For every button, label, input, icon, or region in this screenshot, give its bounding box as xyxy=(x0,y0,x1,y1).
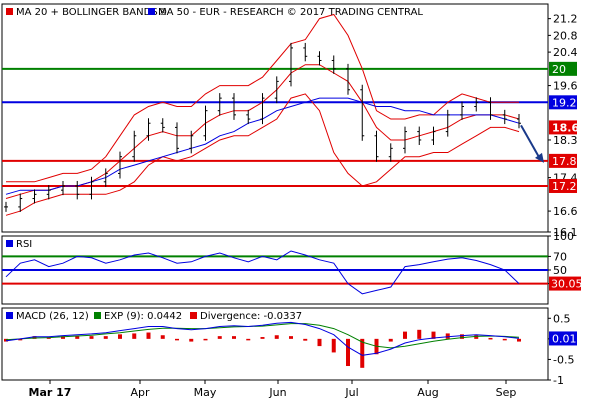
divergence-bar xyxy=(61,336,65,339)
divergence-bar xyxy=(403,331,407,339)
rsi-value-tag-label: 30.05 xyxy=(551,278,583,291)
rsi-legend-label: RSI xyxy=(16,239,32,250)
price-y-tick-label: 20.8 xyxy=(553,29,578,42)
divergence-bar xyxy=(460,334,464,339)
divergence-bar xyxy=(232,336,236,339)
divergence-bar xyxy=(146,332,151,339)
price-y-tick-label: 18.3 xyxy=(553,134,578,147)
divergence-bar xyxy=(217,336,222,339)
rsi-y-tick-label: 50 xyxy=(553,264,567,277)
legend-swatch xyxy=(148,8,155,15)
macd-y-tick-label: -0.5 xyxy=(553,353,574,366)
divergence-bar xyxy=(303,338,308,341)
rsi-y-tick-label: 100 xyxy=(553,230,574,243)
x-tick-label: Apr xyxy=(130,386,150,399)
level-tag-label: 20 xyxy=(552,63,566,76)
level-tag-label: 19.2 xyxy=(552,96,577,109)
macd-y-tick-label: 0.5 xyxy=(553,312,571,325)
macd-legend-label: MACD (26, 12) xyxy=(16,311,89,322)
rsi-line xyxy=(5,250,520,295)
projection-arrow xyxy=(520,124,541,160)
panel-frame-price xyxy=(1,3,549,233)
divergence-bar xyxy=(346,338,350,367)
legend-swatch xyxy=(6,240,13,247)
level-tag xyxy=(549,153,577,168)
divergence-bar xyxy=(118,334,122,339)
price-y-tick-label: 16.6 xyxy=(553,205,578,218)
legend-swatch xyxy=(6,312,13,319)
price-tag-label: 18.6 xyxy=(552,121,579,134)
macd-value-tag xyxy=(549,331,577,346)
divergence-bar xyxy=(89,336,94,339)
macd-signal-line xyxy=(5,323,520,349)
divergence-bar xyxy=(360,338,365,368)
price-tag xyxy=(549,120,577,135)
macd-value-tag-label: 0.01 xyxy=(552,332,577,345)
x-tick-label: Jun xyxy=(268,386,286,399)
legend-swatch xyxy=(190,312,197,319)
divergence-bar xyxy=(517,338,521,342)
divergence-bar xyxy=(189,338,194,342)
price-y-tick-label: 20.4 xyxy=(553,46,578,59)
divergence-bar xyxy=(331,338,336,353)
divergence-bar xyxy=(431,331,436,339)
level-tag-label: 17.2 xyxy=(552,180,577,193)
ma20-line xyxy=(5,64,520,199)
x-tick-label: Mar 17 xyxy=(29,386,72,399)
divergence-bar xyxy=(317,338,322,347)
legend-label: MA 20 + BOLLINGER BANDS® xyxy=(16,7,168,18)
divergence-bar xyxy=(75,336,80,339)
macd-legend-label: Divergence: -0.0337 xyxy=(200,311,302,322)
divergence-bar xyxy=(474,335,479,339)
x-tick-label: Jul xyxy=(344,386,358,399)
divergence-bar xyxy=(32,336,37,339)
macd-legend-label: EXP (9): 0.0442 xyxy=(104,311,182,322)
price-y-tick-label: 16.1 xyxy=(553,226,578,239)
divergence-bar xyxy=(289,336,293,339)
panel-frame-macd xyxy=(1,307,549,381)
divergence-bar xyxy=(502,338,507,341)
level-tag xyxy=(549,95,577,110)
divergence-bar xyxy=(18,338,23,341)
divergence-bar xyxy=(246,338,251,341)
price-y-tick-label: 19.6 xyxy=(553,80,578,93)
level-tag xyxy=(549,178,577,193)
macd-y-tick-label: -1 xyxy=(553,374,564,387)
divergence-bar xyxy=(445,333,450,339)
legend-swatch xyxy=(94,312,101,319)
divergence-bar xyxy=(4,338,8,342)
divergence-bar xyxy=(175,338,179,341)
macd-line xyxy=(5,321,520,356)
projection-arrowhead xyxy=(535,152,544,163)
x-tick-label: Aug xyxy=(417,386,438,399)
divergence-bar xyxy=(260,337,265,339)
level-tag-label: 17.8 xyxy=(552,155,577,168)
legend-label: MA 50 - EUR - RESEARCH © 2017 TRADING CE… xyxy=(158,7,423,18)
divergence-bar xyxy=(132,333,137,339)
divergence-bar xyxy=(103,336,108,339)
divergence-bar xyxy=(160,335,165,339)
divergence-bar xyxy=(488,337,493,340)
x-tick-label: Sep xyxy=(496,386,517,399)
divergence-bar xyxy=(388,338,393,342)
divergence-bar xyxy=(274,335,279,339)
divergence-bar xyxy=(417,329,422,339)
legend-swatch xyxy=(6,8,13,15)
divergence-bar xyxy=(203,338,208,341)
level-tag xyxy=(549,61,577,76)
x-tick-label: May xyxy=(194,386,217,399)
rsi-y-tick-label: 70 xyxy=(553,250,567,263)
rsi-value-tag xyxy=(549,276,581,291)
price-y-tick-label: 21.2 xyxy=(553,13,578,26)
